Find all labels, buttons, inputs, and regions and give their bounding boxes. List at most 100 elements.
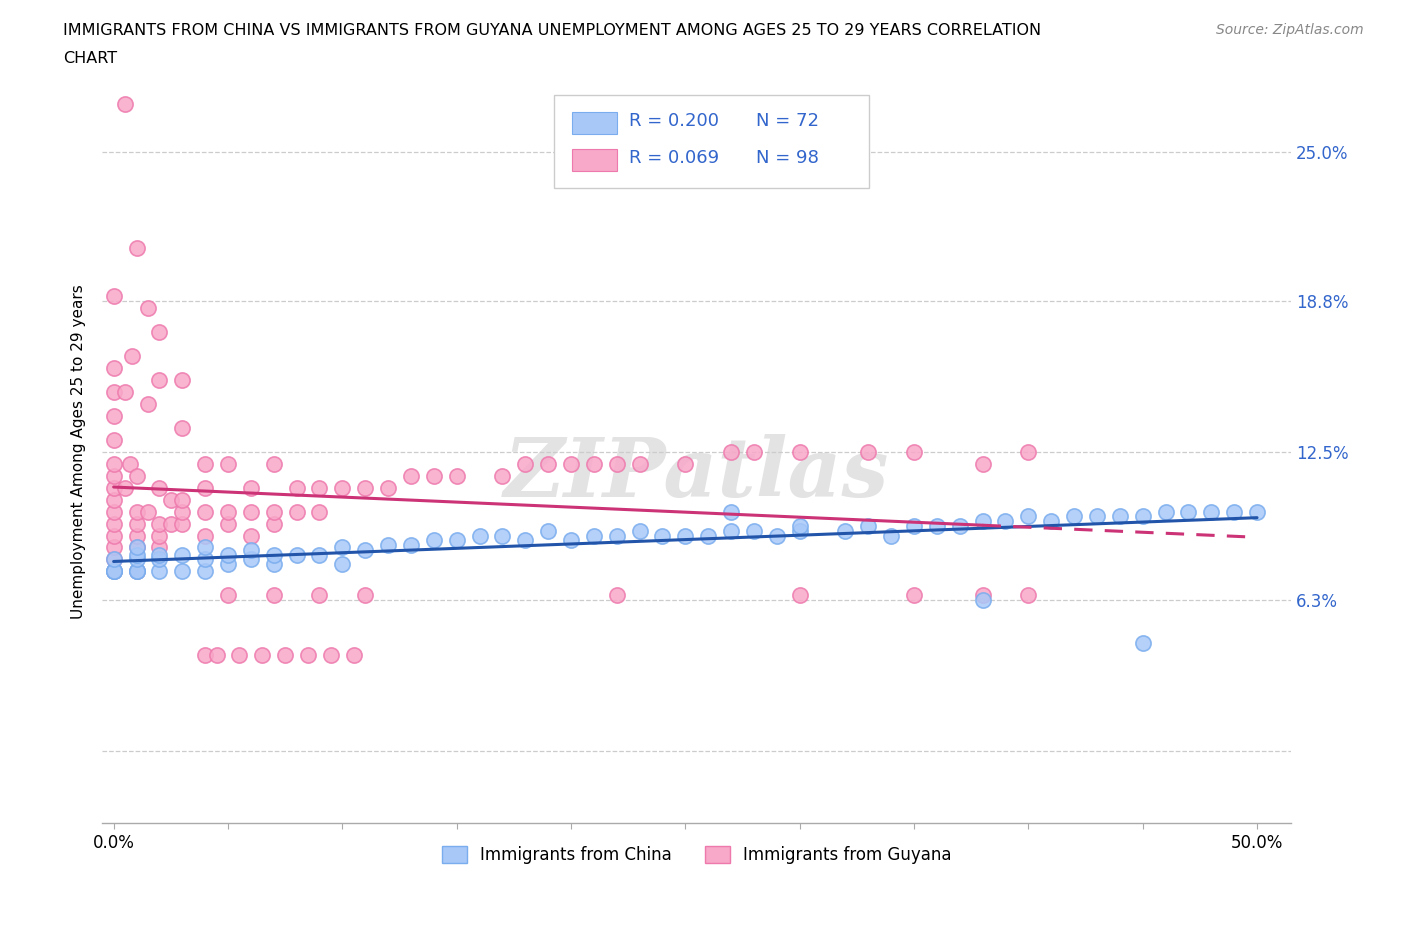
Point [217,547,239,562]
Point [582,456,605,471]
Point [606,588,628,603]
Point [720,445,742,459]
Point [858,519,880,534]
Point [148,540,170,555]
Text: N = 72: N = 72 [756,112,820,130]
Point [308,588,330,603]
Point [308,547,330,562]
Point [330,540,353,555]
Point [103,408,125,423]
Point [673,528,696,543]
Point [103,552,125,567]
Point [354,480,377,495]
Point [628,524,651,538]
Text: IMMIGRANTS FROM CHINA VS IMMIGRANTS FROM GUYANA UNEMPLOYMENT AMONG AGES 25 TO 29: IMMIGRANTS FROM CHINA VS IMMIGRANTS FROM… [63,23,1042,38]
Point [217,516,239,531]
Point [125,516,148,531]
Point [103,432,125,447]
Point [103,540,125,555]
Point [994,513,1017,528]
Point [263,504,285,519]
Point [194,480,217,495]
Point [789,445,811,459]
Point [114,384,136,399]
Point [285,547,308,562]
Point [103,552,125,567]
Point [125,528,148,543]
Point [468,528,491,543]
Point [172,420,194,435]
Point [834,524,856,538]
Text: ZIPatlas: ZIPatlas [503,434,890,514]
Point [263,557,285,572]
Point [148,547,170,562]
Point [972,592,994,607]
Point [1246,504,1268,519]
Point [194,552,217,567]
Point [1017,445,1039,459]
Point [789,588,811,603]
Point [606,528,628,543]
Point [354,588,377,603]
Point [972,456,994,471]
Point [159,516,181,531]
Point [194,456,217,471]
Point [114,480,136,495]
Point [560,456,582,471]
Point [239,552,262,567]
Point [720,524,742,538]
Point [125,504,148,519]
FancyBboxPatch shape [554,95,869,188]
Point [148,552,170,567]
Point [1201,504,1223,519]
Point [125,468,148,483]
Point [103,528,125,543]
Point [217,588,239,603]
Point [217,504,239,519]
Point [423,533,446,548]
Point [148,325,170,339]
Point [297,648,319,663]
Point [148,480,170,495]
Point [858,445,880,459]
Point [1063,509,1085,524]
Y-axis label: Unemployment Among Ages 25 to 29 years: Unemployment Among Ages 25 to 29 years [72,285,86,619]
Point [972,588,994,603]
Point [159,492,181,507]
Point [194,528,217,543]
Point [742,445,765,459]
Point [103,288,125,303]
Point [114,97,136,112]
Point [103,564,125,578]
Point [330,480,353,495]
Point [103,564,125,578]
Point [205,648,228,663]
Point [377,480,399,495]
Point [446,468,468,483]
Point [148,564,170,578]
Point [697,528,720,543]
Point [491,468,513,483]
Point [537,456,560,471]
Text: R = 0.069: R = 0.069 [628,149,718,167]
Point [125,540,148,555]
Point [423,468,446,483]
Point [972,513,994,528]
Point [308,504,330,519]
Point [263,516,285,531]
Point [239,542,262,557]
Point [560,533,582,548]
Point [194,564,217,578]
Point [606,456,628,471]
Point [125,241,148,256]
Point [949,519,972,534]
Point [103,564,125,578]
Point [285,480,308,495]
Point [172,492,194,507]
Point [1017,588,1039,603]
Point [925,519,948,534]
Point [903,445,925,459]
Point [172,504,194,519]
Point [582,528,605,543]
Point [399,468,422,483]
